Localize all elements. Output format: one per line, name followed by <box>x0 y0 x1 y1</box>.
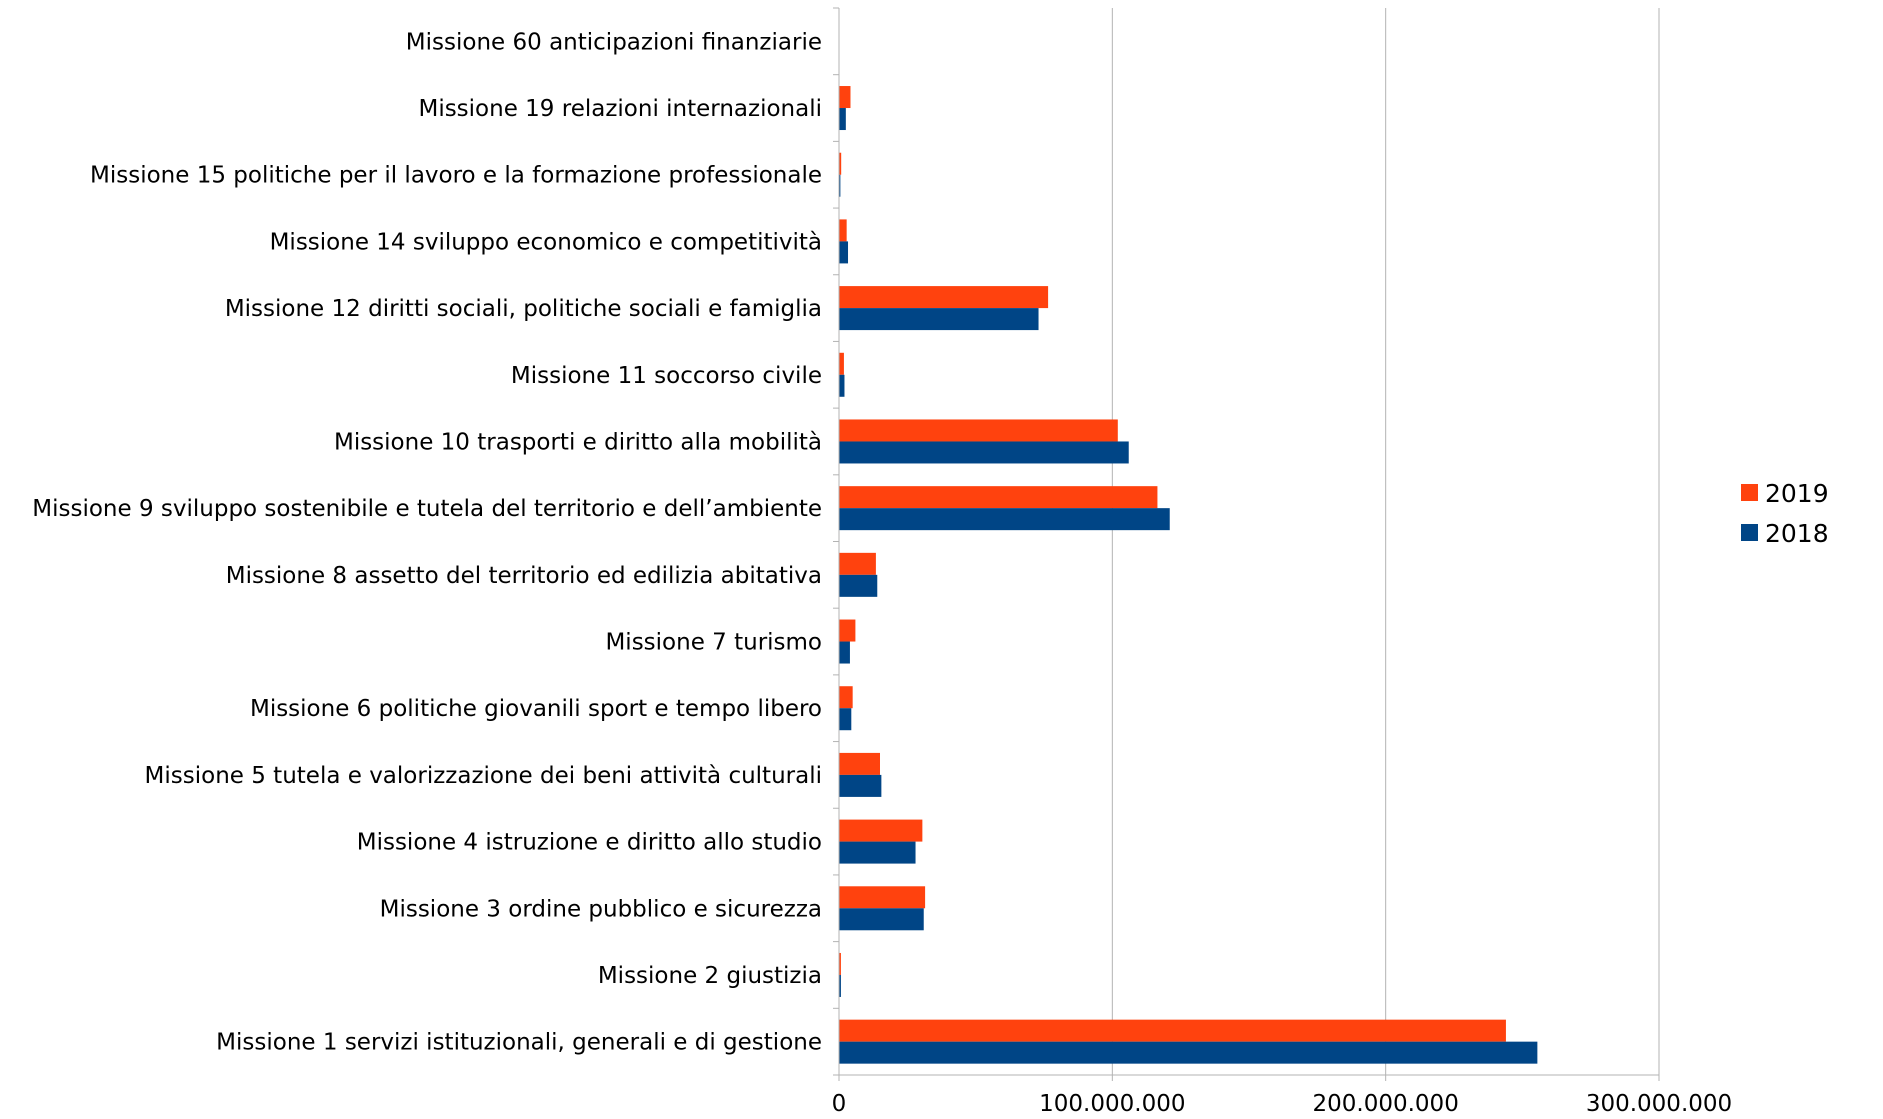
legend-label-2018: 2018 <box>1765 519 1829 548</box>
category-label: Missione 10 trasporti e diritto alla mob… <box>334 429 822 455</box>
legend-swatch-2018 <box>1741 524 1758 541</box>
bars <box>839 86 1538 1064</box>
x-tick-label: 200.000.000 <box>1313 1091 1459 1117</box>
bar-2018-7 <box>839 574 878 597</box>
category-label: Missione 9 sviluppo sostenibile e tutela… <box>32 496 822 522</box>
category-labels: Missione 1 servizi istituzionali, genera… <box>32 29 822 1055</box>
category-label: Missione 19 relazioni internazionali <box>418 96 822 122</box>
bar-2019-7 <box>839 552 876 575</box>
bar-2019-2 <box>839 886 926 909</box>
bar-2018-12 <box>839 241 849 264</box>
bar-2018-8 <box>839 508 1170 531</box>
bar-2019-8 <box>839 486 1158 509</box>
category-label: Missione 8 assetto del territorio ed edi… <box>226 563 822 589</box>
category-label: Missione 12 diritti sociali, politiche s… <box>225 296 822 322</box>
bar-2019-1 <box>839 952 841 975</box>
category-label: Missione 7 turismo <box>605 630 822 656</box>
bar-2019-13 <box>839 152 842 175</box>
bar-2018-13 <box>839 174 841 197</box>
x-tick-label: 0 <box>832 1091 847 1117</box>
bar-2019-6 <box>839 619 856 642</box>
category-label: Missione 5 tutela e valorizzazione dei b… <box>145 763 822 789</box>
legend-swatch-2019 <box>1741 484 1758 501</box>
legend: 2019 2018 <box>1741 479 1829 548</box>
category-label: Missione 14 sviluppo economico e competi… <box>270 229 822 255</box>
bar-2018-10 <box>839 374 845 397</box>
bar-2019-14 <box>839 86 851 109</box>
bar-2019-4 <box>839 752 880 775</box>
category-label: Missione 3 ordine pubblico e sicurezza <box>380 896 822 922</box>
bar-2018-2 <box>839 908 924 931</box>
grid-lines <box>1111 8 1660 1075</box>
category-label: Missione 11 soccorso civile <box>511 363 822 389</box>
legend-label-2019: 2019 <box>1765 479 1829 508</box>
x-tick-label: 100.000.000 <box>1039 1091 1185 1117</box>
x-tick-label: 300.000.000 <box>1586 1091 1732 1117</box>
category-label: Missione 4 istruzione e diritto allo stu… <box>357 830 822 856</box>
bar-2019-3 <box>839 819 923 842</box>
bar-2018-5 <box>839 708 852 731</box>
bar-2018-0 <box>839 1041 1538 1064</box>
x-tick-labels: 0 100.000.000 200.000.000 300.000.000 <box>832 1091 1732 1117</box>
bar-2018-3 <box>839 841 916 864</box>
bar-2018-4 <box>839 774 882 797</box>
category-label: Missione 2 giustizia <box>598 963 822 989</box>
bar-2019-10 <box>839 352 844 375</box>
category-label: Missione 6 politiche giovanili sport e t… <box>250 696 822 722</box>
bar-2018-9 <box>839 441 1129 464</box>
bar-2018-6 <box>839 641 850 664</box>
category-label: Missione 1 servizi istituzionali, genera… <box>216 1030 822 1056</box>
bar-2019-5 <box>839 686 853 709</box>
bar-2018-14 <box>839 108 846 131</box>
bar-2018-11 <box>839 308 1039 331</box>
bar-2019-12 <box>839 219 847 242</box>
bar-2019-11 <box>839 286 1049 309</box>
bar-2018-1 <box>839 974 841 997</box>
category-label: Missione 15 politiche per il lavoro e la… <box>90 163 822 189</box>
bar-2019-0 <box>839 1019 1506 1042</box>
category-label: Missione 60 anticipazioni finanziarie <box>406 29 822 55</box>
bar-2019-9 <box>839 419 1118 442</box>
axes <box>833 7 1660 1081</box>
